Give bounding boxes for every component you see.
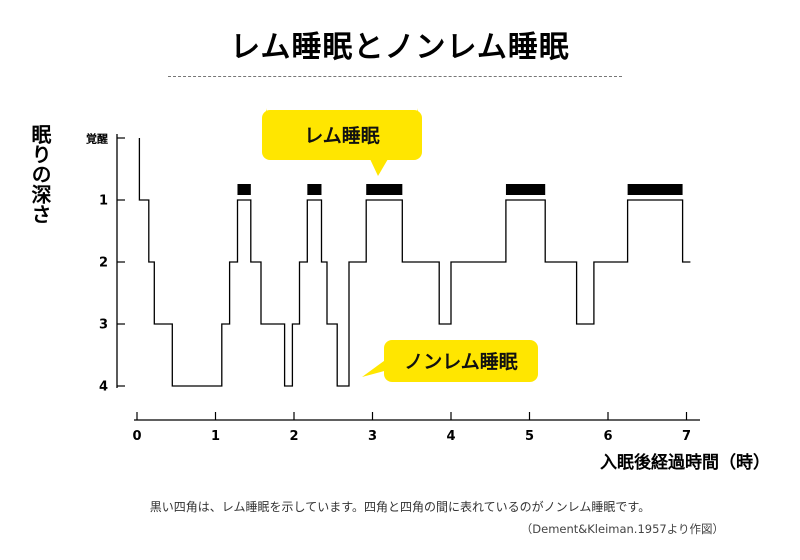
- y-tick-label: 覚醒: [85, 132, 108, 146]
- x-tick-label: 7: [682, 429, 691, 444]
- caption: 黒い四角は、レム睡眠を示しています。四角と四角の間に表れているのがノンレム睡眠で…: [149, 500, 651, 514]
- x-tick-label: 2: [289, 429, 298, 444]
- x-tick-label: 0: [132, 429, 141, 444]
- x-tick-label: 4: [446, 429, 455, 444]
- x-tick-label: 1: [211, 429, 220, 444]
- y-axis-label: 眠りの深さ: [28, 124, 52, 224]
- nonrem-callout-box: [384, 340, 538, 382]
- x-tick-label: 6: [603, 429, 612, 444]
- nonrem-callout-tail: [362, 358, 388, 377]
- x-tick-label: 3: [368, 429, 377, 444]
- nonrem-callout-label: ノンレム睡眠: [404, 351, 518, 373]
- rem-block: [307, 184, 322, 195]
- y-tick-label: 1: [99, 194, 108, 209]
- source-note: （Dement&Kleiman.1957より作図）: [520, 522, 724, 536]
- rem-block: [237, 184, 251, 195]
- rem-callout-box: [262, 110, 422, 160]
- y-tick-label: 2: [99, 256, 108, 271]
- rem-callout-label: レム睡眠: [304, 125, 380, 147]
- hypnogram-line: [138, 138, 691, 387]
- y-tick-label: 3: [99, 318, 108, 333]
- rem-block: [505, 184, 546, 195]
- rem-block: [627, 184, 683, 195]
- y-tick-label: 4: [99, 380, 108, 395]
- page-title: レム睡眠とノンレム睡眠: [230, 30, 570, 65]
- rem-block: [366, 184, 403, 195]
- title-divider: [168, 76, 622, 77]
- x-tick-label: 5: [525, 429, 534, 444]
- x-axis-label: 入眠後経過時間（時）: [600, 453, 770, 473]
